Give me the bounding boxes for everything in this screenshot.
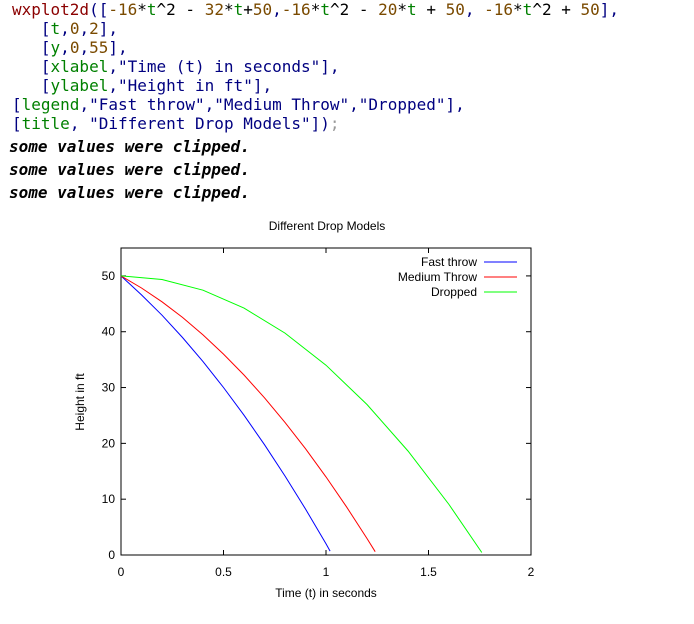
series-line-2 [120,275,376,552]
y-tick-label: 20 [102,436,116,450]
code-line-5: [ylabel,"Height in ft"], [12,76,619,95]
code-input[interactable]: wxplot2d([-16*t^2 - 32*t+50,-16*t^2 - 20… [12,0,619,133]
code-token: * [397,0,408,19]
code-token: * [223,0,234,19]
code-token: xlabel [50,57,109,76]
code-token: ,"Height in ft"], [108,76,273,95]
code-token: , [272,0,282,19]
code-token: ylabel [50,76,109,95]
code-token: + [243,0,253,19]
code-token: [ [12,95,22,114]
code-token: 50 [580,0,600,19]
code-token: , [79,19,90,38]
code-token: ^2 - [156,0,205,19]
code-token: wxplot2d [12,0,90,19]
y-axis-label: Height in ft [73,373,87,431]
code-line-4: [xlabel,"Time (t) in seconds"], [12,57,619,76]
warning-message: some values were clipped. [9,160,250,179]
code-token: 32 [204,0,224,19]
x-axis-label: Time (t) in seconds [275,586,377,600]
x-tick-label: 0.5 [215,565,232,579]
code-token: [ [12,19,51,38]
code-token: ], [98,19,118,38]
warning-message: some values were clipped. [9,137,250,156]
y-tick-label: 0 [108,548,115,562]
code-token: ^2 - [329,0,379,19]
code-token: * [513,0,523,19]
code-token: legend [21,95,80,114]
code-token: * [137,0,147,19]
warning-message: some values were clipped. [9,183,250,202]
y-tick-label: 40 [102,325,116,339]
code-token: [ [12,114,22,133]
code-line-1: wxplot2d([-16*t^2 - 32*t+50,-16*t^2 - 20… [12,0,619,19]
legend-label: Dropped [431,285,477,299]
y-tick-label: 50 [102,269,116,283]
series-group [120,275,483,553]
series-line-1 [120,275,331,552]
code-line-2: [t,0,2], [12,19,619,38]
output-messages: some values were clipped. some values we… [9,135,250,204]
code-token: t [50,19,61,38]
code-token: t [233,0,244,19]
code-token: ], [108,38,128,57]
x-tick-label: 1 [323,565,330,579]
series-line-3 [120,275,483,553]
legend-label: Medium Throw [398,270,477,284]
code-token: + [416,0,446,19]
x-tick-label: 0 [118,565,125,579]
code-token: ; [329,114,340,133]
code-token: -16 [281,0,311,19]
code-token: , [60,38,70,57]
code-token: , "Different Drop Models"]) [69,114,330,133]
y-tick-label: 30 [102,381,116,395]
code-token: , [79,38,90,57]
code-token: title [21,114,70,133]
code-token: , [60,19,70,38]
code-token: [ [12,76,51,95]
code-line-6: [legend,"Fast throw","Medium Throw","Dro… [12,95,619,114]
code-line-7: [title, "Different Drop Models"]); [12,114,619,133]
code-token: 55 [89,38,109,57]
code-token: ,"Time (t) in seconds"], [108,57,340,76]
legend-label: Fast throw [421,255,477,269]
code-token: 50 [445,0,465,19]
code-token: 0 [69,19,80,38]
x-tick-label: 1.5 [420,565,437,579]
code-token: -16 [108,0,138,19]
code-token: ], [599,0,620,19]
code-token: t [146,0,157,19]
x-tick-label: 2 [528,565,535,579]
chart-title: Different Drop Models [269,219,386,233]
code-token: 20 [378,0,398,19]
code-token: , [464,0,485,19]
code-token: t [320,0,330,19]
code-token: t [522,0,533,19]
code-token: 2 [89,19,99,38]
code-token: 50 [252,0,273,19]
code-token: ([ [89,0,109,19]
code-token: y [50,38,61,57]
code-line-3: [y,0,55], [12,38,619,57]
y-tick-label: 10 [102,492,116,506]
code-token: ,"Fast throw","Medium Throw","Dropped"], [79,95,465,114]
code-token: 0 [69,38,80,57]
code-token: ^2 + [532,0,581,19]
code-token: [ [12,57,51,76]
code-token: [ [12,38,51,57]
code-token: * [310,0,321,19]
code-token: t [407,0,417,19]
code-token: -16 [484,0,514,19]
